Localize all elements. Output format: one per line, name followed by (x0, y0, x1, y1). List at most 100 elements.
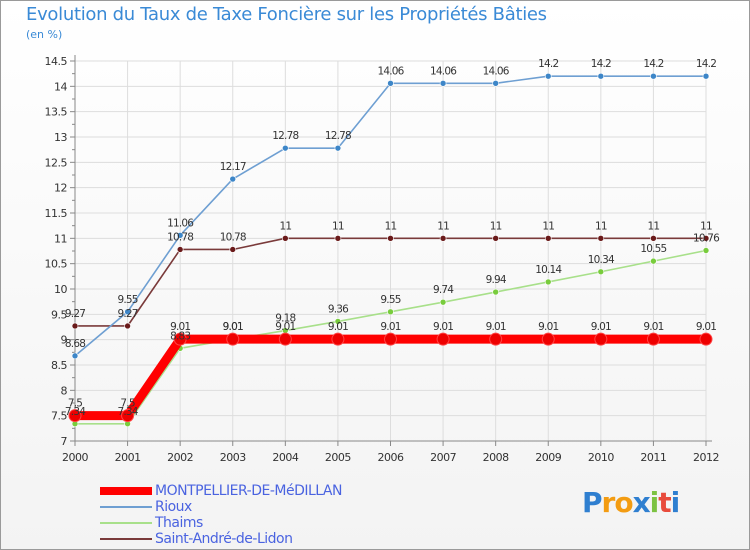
data-label: 10.78 (220, 231, 246, 243)
data-point (650, 72, 657, 80)
x-tick-label: 2006 (378, 451, 404, 464)
data-label: 14.2 (538, 58, 558, 70)
data-label: 9.01 (643, 321, 663, 333)
data-label: 9.27 (117, 308, 137, 320)
data-label: 11 (437, 220, 449, 232)
data-label: 10.14 (535, 264, 562, 276)
data-point (176, 231, 184, 239)
data-label: 14.06 (377, 65, 404, 77)
data-point (544, 235, 552, 242)
y-tick-label: 9 (61, 334, 68, 347)
data-label: 9.01 (275, 321, 295, 333)
data-point (492, 79, 499, 87)
data-label: 14.06 (483, 65, 510, 77)
data-point (278, 332, 292, 346)
data-point (541, 332, 555, 346)
data-point (124, 308, 131, 316)
data-point (229, 246, 237, 253)
legend-swatch-montpellier (100, 487, 152, 495)
data-label: 9.18 (275, 313, 295, 325)
data-point (334, 144, 342, 152)
legend-item: Rioux (100, 499, 342, 515)
x-tick-label: 2009 (535, 451, 561, 464)
data-label: 11 (542, 220, 554, 232)
y-tick-label: 12 (54, 182, 67, 195)
y-tick-label: 12.5 (45, 156, 68, 169)
data-label: 11 (385, 220, 397, 232)
y-tick-label: 13.5 (45, 106, 68, 119)
logo-letter: x (632, 486, 651, 519)
data-label: 9.01 (328, 321, 348, 333)
x-tick-label: 2002 (167, 451, 193, 464)
legend-label: Saint-André-de-Lidon (155, 531, 293, 547)
data-point (492, 235, 499, 242)
data-point (436, 332, 450, 346)
y-tick-label: 8.5 (51, 359, 67, 372)
y-tick-label: 7.5 (51, 410, 67, 423)
data-point (597, 235, 605, 242)
y-tick-label: 14 (54, 80, 67, 93)
data-point (71, 352, 79, 360)
data-label: 9.01 (486, 321, 506, 333)
data-label: 14.2 (696, 58, 716, 70)
proxiti-logo: Proxiti (582, 486, 680, 519)
data-label: 14.06 (430, 65, 457, 77)
data-label: 9.01 (380, 321, 400, 333)
data-label: 11 (332, 220, 344, 232)
x-tick-label: 2007 (430, 451, 456, 464)
chart-title: Evolution du Taux de Taxe Foncière sur l… (26, 4, 547, 25)
data-label: 9.01 (538, 321, 558, 333)
data-point (229, 175, 237, 183)
data-label: 9.74 (433, 284, 454, 296)
data-point (68, 409, 82, 423)
legend-label: MONTPELLIER-DE-MéDILLAN (155, 483, 342, 499)
data-label: 11 (279, 220, 291, 232)
data-point (492, 288, 499, 296)
data-label: 14.2 (591, 58, 611, 70)
data-point (387, 235, 394, 242)
data-label: 11 (490, 220, 502, 232)
data-point (650, 257, 657, 265)
data-point (489, 332, 503, 346)
legend-item: MONTPELLIER-DE-MéDILLAN (100, 483, 342, 499)
data-point (597, 72, 605, 80)
data-point (334, 318, 342, 325)
data-label: 9.27 (65, 308, 85, 320)
data-label: 9.01 (170, 321, 190, 333)
logo-letter: r (601, 486, 616, 519)
data-label: 9.01 (696, 321, 716, 333)
data-point (597, 268, 605, 276)
data-point (544, 278, 552, 286)
data-point (699, 332, 713, 346)
data-point (384, 332, 397, 346)
legend-swatch-saint-andre (100, 538, 152, 540)
data-label: 7.5 (68, 398, 82, 410)
legend-swatch-thaims (100, 522, 152, 524)
y-tick-label: 10 (54, 283, 67, 296)
y-tick-label: 7 (61, 435, 68, 448)
y-tick-label: 9.5 (51, 308, 67, 321)
x-tick-label: 2000 (62, 451, 88, 464)
x-tick-label: 2008 (483, 451, 509, 464)
data-point (124, 322, 131, 330)
data-point (702, 235, 710, 242)
y-tick-label: 8 (61, 384, 68, 397)
x-tick-label: 2005 (325, 451, 351, 464)
data-point (439, 235, 447, 242)
legend-label: Thaims (155, 515, 203, 531)
data-point (282, 144, 289, 152)
data-point (646, 332, 660, 346)
data-label: 11.06 (167, 217, 194, 229)
data-point (331, 332, 345, 346)
data-label: 9.01 (591, 321, 611, 333)
data-point (650, 235, 657, 242)
y-tick-label: 11.5 (45, 207, 68, 220)
data-label: 7.34 (65, 406, 86, 418)
legend-swatch-rioux (100, 506, 152, 508)
data-point (544, 72, 552, 80)
legend-label: Rioux (155, 499, 192, 515)
x-tick-label: 2011 (640, 451, 666, 464)
data-label: 10.78 (167, 231, 193, 243)
